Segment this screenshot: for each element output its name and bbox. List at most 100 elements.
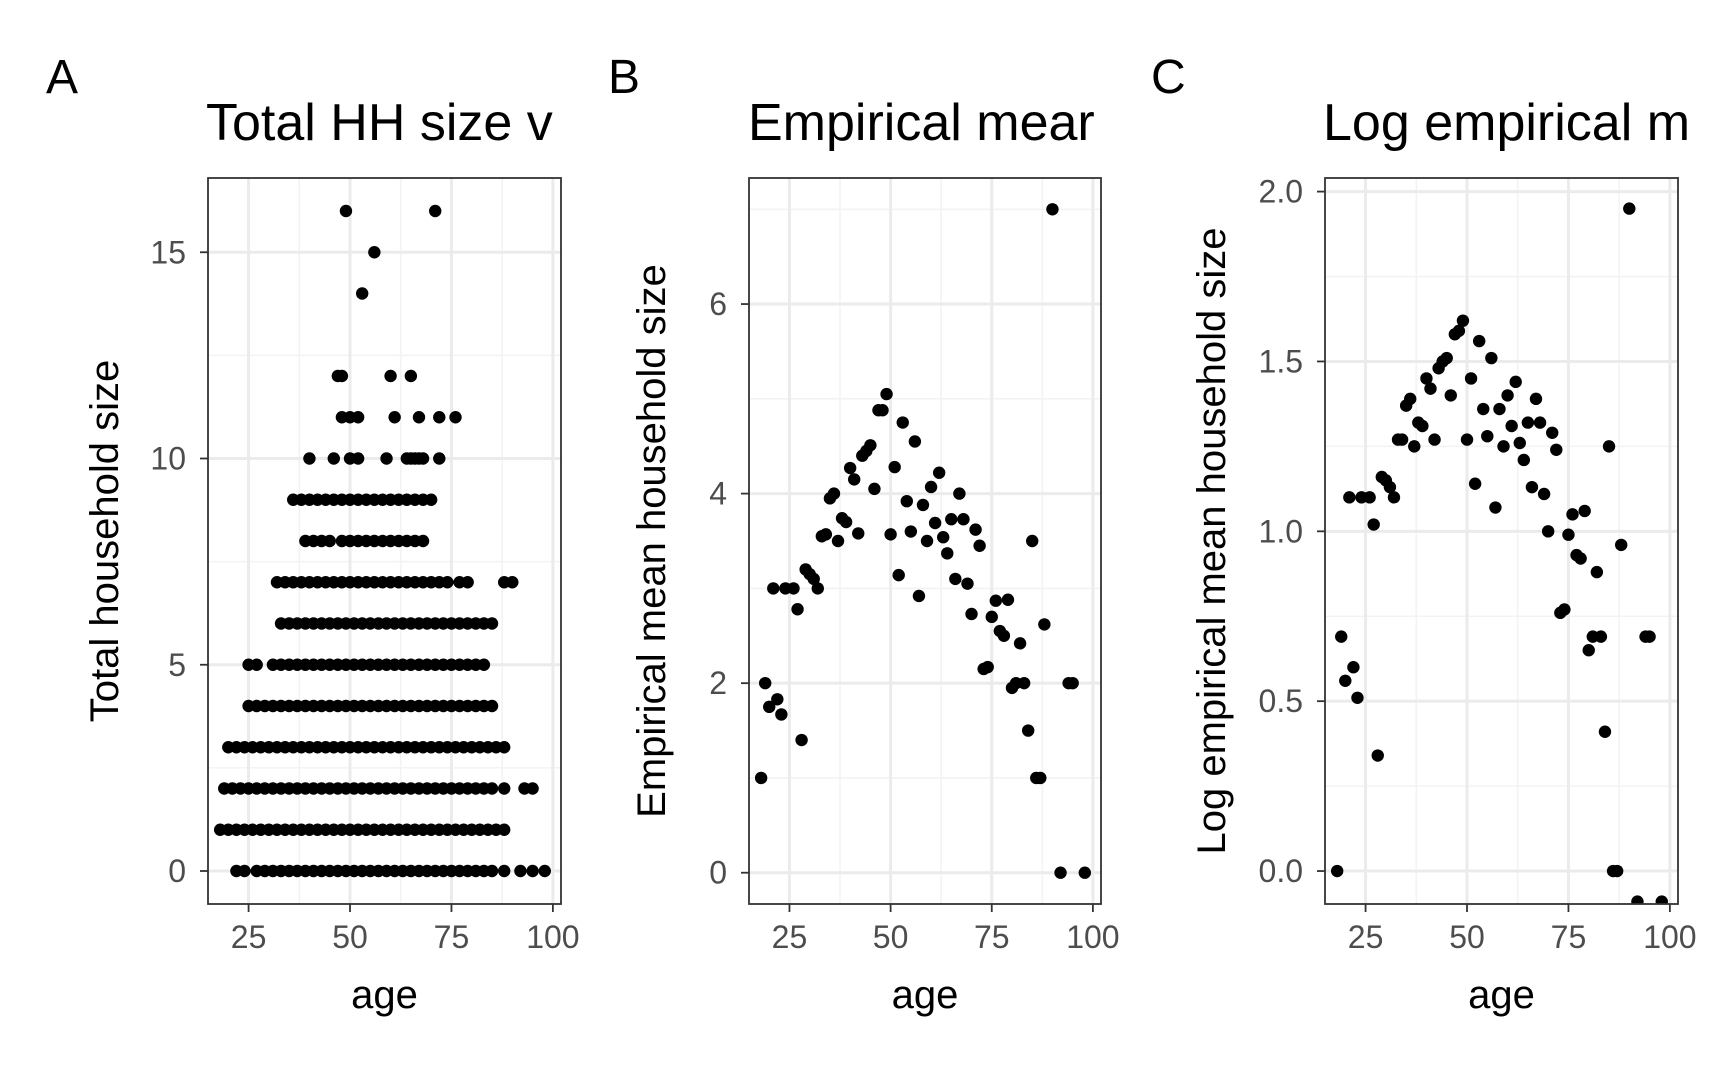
data-point <box>758 676 772 690</box>
data-point <box>1404 392 1417 406</box>
data-point <box>1001 593 1015 606</box>
data-point <box>1541 525 1555 538</box>
points-b <box>754 203 1092 879</box>
y-tick-label: 2 <box>709 665 727 701</box>
chart-title-c: Log empirical m <box>1323 94 1690 152</box>
data-point <box>884 528 897 541</box>
panel-b: B Empirical mear 25 50 75 100 0 2 4 6 age Empirical… <box>608 51 1120 1017</box>
data-point <box>514 864 527 878</box>
data-point <box>912 589 926 603</box>
data-point <box>1078 866 1092 879</box>
x-tick-label: 75 <box>974 919 1010 955</box>
data-point <box>1464 372 1478 385</box>
data-point <box>787 582 800 595</box>
data-point <box>920 534 934 548</box>
data-point <box>1395 433 1409 446</box>
data-point <box>937 531 950 544</box>
data-point <box>1416 419 1429 433</box>
data-point <box>957 513 970 526</box>
data-point <box>1590 565 1604 579</box>
data-point <box>404 369 418 383</box>
data-point <box>506 576 519 589</box>
x-axis-label-b: age <box>892 973 959 1017</box>
y-axis-label-a: Total household size <box>83 360 127 722</box>
data-point <box>791 603 804 616</box>
data-point <box>900 494 913 508</box>
data-point <box>1420 372 1433 385</box>
data-point <box>485 617 499 630</box>
x-tick-label: 50 <box>332 919 368 955</box>
data-point <box>1550 443 1563 456</box>
data-point <box>238 864 251 878</box>
data-point <box>1387 491 1401 504</box>
data-point <box>1623 202 1636 215</box>
data-point <box>989 594 1003 607</box>
data-point <box>847 473 861 486</box>
panel-letter-a: A <box>46 51 78 104</box>
data-point <box>924 480 938 494</box>
y-tick-label: 0.5 <box>1259 683 1303 719</box>
points-a <box>213 204 551 878</box>
data-point <box>1537 487 1551 501</box>
data-point <box>1013 637 1027 650</box>
data-point <box>819 528 833 541</box>
y-axis-label-c: Log empirical mean household size <box>1190 227 1234 854</box>
data-point <box>1497 440 1510 453</box>
data-point <box>1505 419 1518 433</box>
y-tick-label: 5 <box>168 647 186 683</box>
data-point <box>526 782 539 795</box>
panel-letter-b: B <box>608 51 640 104</box>
data-point <box>949 572 962 586</box>
data-point <box>1610 864 1624 878</box>
data-point <box>1026 534 1039 548</box>
data-point <box>388 411 401 424</box>
data-point <box>1460 433 1474 446</box>
x-tick-label: 25 <box>231 919 267 955</box>
data-point <box>384 369 397 383</box>
data-point <box>1493 402 1506 416</box>
data-point <box>449 411 462 424</box>
data-point <box>892 568 905 582</box>
data-point <box>526 864 539 878</box>
data-point <box>1017 676 1031 690</box>
data-point <box>896 416 909 429</box>
data-point <box>904 525 918 538</box>
data-point <box>888 460 901 474</box>
x-tick-label: 100 <box>1643 919 1696 955</box>
data-point <box>1371 749 1384 762</box>
data-point <box>335 369 349 383</box>
data-point <box>250 658 263 671</box>
data-point <box>303 452 316 465</box>
data-point <box>1367 518 1380 531</box>
data-point <box>441 576 454 589</box>
data-point <box>1468 477 1482 490</box>
data-point <box>485 782 499 795</box>
data-point <box>880 387 893 401</box>
data-point <box>1424 382 1437 395</box>
data-point <box>485 699 499 713</box>
data-point <box>965 607 978 621</box>
panel-border-b <box>748 177 1102 905</box>
data-point <box>1408 440 1421 453</box>
data-point <box>1335 630 1348 643</box>
y-tick-label: 2.0 <box>1259 174 1303 210</box>
data-point <box>852 527 865 540</box>
data-point <box>1489 501 1502 514</box>
data-point <box>339 204 353 218</box>
data-point <box>831 534 845 548</box>
panel-c: C Log empirical m 25 50 75 100 0.0 0.5 1.0 1.5 2.0… <box>1151 51 1697 1017</box>
data-point <box>1501 389 1514 402</box>
data-point <box>1631 895 1644 904</box>
data-point <box>1481 429 1494 443</box>
data-point <box>839 515 853 529</box>
data-point <box>1517 453 1531 467</box>
data-point <box>941 547 954 560</box>
data-point <box>1034 771 1047 785</box>
data-point <box>973 539 986 552</box>
data-point <box>775 708 788 721</box>
data-point <box>807 572 820 586</box>
data-point <box>1054 866 1067 879</box>
data-point <box>1578 504 1591 518</box>
y-tick-label: 4 <box>709 476 727 512</box>
